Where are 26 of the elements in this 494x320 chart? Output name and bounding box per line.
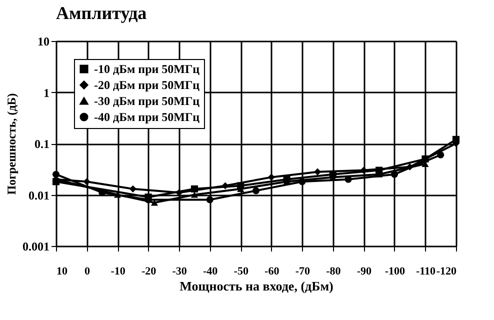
x-tick-label: -40 <box>203 266 218 278</box>
y-tick-label: 10 <box>38 34 50 48</box>
legend-label: -10 дБм при 50МГц <box>94 62 200 76</box>
x-tick-label: 0 <box>84 266 91 278</box>
y-tick-label: 0.001 <box>22 240 50 254</box>
x-tick-label: -30 <box>172 266 188 278</box>
y-tick-label: 0.1 <box>34 137 50 151</box>
chart-title: Амплитуда <box>56 3 147 23</box>
y-axis-title: Погрешность, (дБ) <box>4 93 18 195</box>
x-tick-label: 10 <box>56 266 68 278</box>
legend-label: -40 дБм при 50МГц <box>94 110 200 124</box>
x-tick-label: -60 <box>264 266 280 278</box>
x-tick-label: -70 <box>295 266 310 278</box>
x-tick-label: -50 <box>234 266 249 278</box>
x-tick-label: -100 <box>384 266 406 278</box>
x-tick-label: -20 <box>141 266 157 278</box>
x-axis-title: Мощность на входе, (дБм) <box>180 278 334 294</box>
x-tick-label: -10 <box>110 266 126 278</box>
x-tick-label: -120 <box>436 266 457 278</box>
x-tick-label: -110 <box>416 266 436 278</box>
y-tick-label: 1 <box>44 86 50 100</box>
legend-label: -20 дБм при 50МГц <box>94 78 200 92</box>
x-tick-label: -80 <box>326 266 342 278</box>
x-tick-label: -90 <box>356 266 372 278</box>
legend-label: -30 дБм при 50МГц <box>94 94 200 108</box>
y-tick-label: 0.01 <box>28 188 50 202</box>
